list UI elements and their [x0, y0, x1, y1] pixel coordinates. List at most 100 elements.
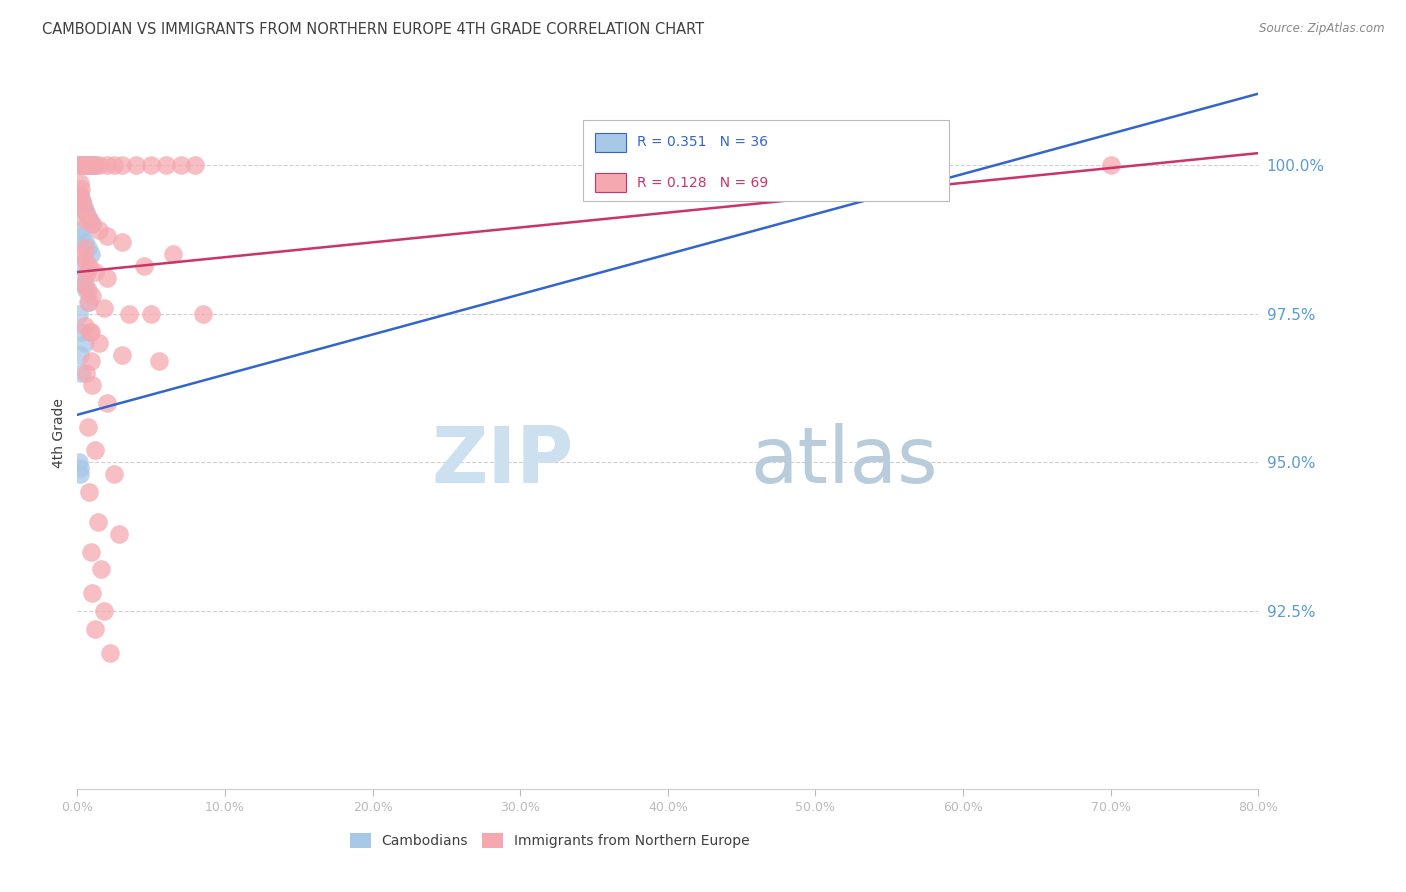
Point — [87, 515, 110, 529]
Point — [170, 158, 193, 172]
Point — [98, 646, 121, 660]
Point — [111, 348, 132, 362]
Point — [82, 218, 104, 232]
Point — [107, 526, 129, 541]
Point — [79, 247, 101, 261]
Point — [77, 211, 100, 226]
Point — [103, 467, 125, 482]
Point — [70, 194, 93, 208]
Point — [73, 158, 96, 172]
Point — [77, 158, 100, 172]
Point — [84, 158, 107, 172]
Point — [79, 544, 101, 558]
Point — [77, 211, 100, 226]
Point — [69, 223, 91, 237]
Point — [89, 158, 111, 172]
Point — [79, 158, 101, 172]
Text: CAMBODIAN VS IMMIGRANTS FROM NORTHERN EUROPE 4TH GRADE CORRELATION CHART: CAMBODIAN VS IMMIGRANTS FROM NORTHERN EU… — [42, 22, 704, 37]
Point — [96, 158, 118, 172]
Point — [96, 271, 118, 285]
Point — [72, 229, 94, 244]
Point — [79, 158, 101, 172]
Point — [96, 396, 118, 410]
Point — [70, 259, 93, 273]
Text: Source: ZipAtlas.com: Source: ZipAtlas.com — [1260, 22, 1385, 36]
Point — [111, 158, 132, 172]
Point — [79, 325, 101, 339]
Point — [89, 223, 111, 237]
Point — [93, 301, 115, 315]
Point — [76, 419, 98, 434]
Point — [84, 622, 107, 636]
Point — [73, 253, 96, 268]
Point — [77, 485, 100, 500]
Point — [72, 200, 94, 214]
Point — [141, 158, 163, 172]
Point — [76, 283, 98, 297]
Point — [67, 158, 90, 172]
Point — [191, 307, 214, 321]
Point — [76, 158, 98, 172]
Point — [76, 158, 98, 172]
Point — [84, 265, 107, 279]
Point — [69, 158, 91, 172]
Point — [69, 187, 91, 202]
Point — [73, 277, 96, 291]
Point — [79, 325, 101, 339]
Point — [70, 182, 93, 196]
Point — [72, 277, 94, 291]
Point — [82, 378, 104, 392]
Point — [73, 200, 96, 214]
Legend: Cambodians, Immigrants from Northern Europe: Cambodians, Immigrants from Northern Eur… — [344, 828, 755, 854]
Point — [80, 354, 103, 368]
Point — [70, 325, 93, 339]
Point — [84, 443, 107, 458]
Point — [77, 259, 100, 273]
Point — [93, 604, 115, 618]
Point — [75, 366, 97, 380]
Point — [73, 336, 96, 351]
Point — [77, 294, 100, 309]
Point — [111, 235, 132, 250]
Point — [83, 158, 105, 172]
Point — [141, 307, 163, 321]
Point — [72, 158, 94, 172]
Point — [73, 318, 96, 333]
Point — [69, 187, 91, 202]
Point — [162, 247, 184, 261]
Point — [75, 283, 97, 297]
Point — [75, 205, 97, 219]
Point — [69, 467, 91, 482]
Point — [148, 354, 170, 368]
Y-axis label: 4th Grade: 4th Grade — [52, 398, 66, 467]
Point — [69, 348, 91, 362]
Point — [125, 158, 148, 172]
Point — [89, 336, 111, 351]
Text: atlas: atlas — [751, 423, 938, 500]
Point — [72, 194, 94, 208]
Point — [73, 211, 96, 226]
Point — [82, 158, 104, 172]
Point — [82, 586, 104, 600]
Point — [90, 562, 112, 576]
Point — [77, 294, 100, 309]
Point — [70, 158, 93, 172]
Point — [70, 158, 93, 172]
Point — [1099, 158, 1122, 172]
Point — [76, 265, 98, 279]
Point — [118, 307, 141, 321]
Point — [75, 241, 97, 255]
Point — [73, 158, 96, 172]
Text: R = 0.351   N = 36: R = 0.351 N = 36 — [637, 136, 768, 150]
Point — [132, 259, 155, 273]
Point — [96, 229, 118, 244]
Point — [67, 455, 90, 469]
Point — [103, 158, 125, 172]
Point — [69, 176, 91, 190]
Point — [82, 218, 104, 232]
Point — [155, 158, 177, 172]
Point — [72, 271, 94, 285]
Point — [67, 307, 90, 321]
Point — [84, 158, 107, 172]
Point — [75, 205, 97, 219]
